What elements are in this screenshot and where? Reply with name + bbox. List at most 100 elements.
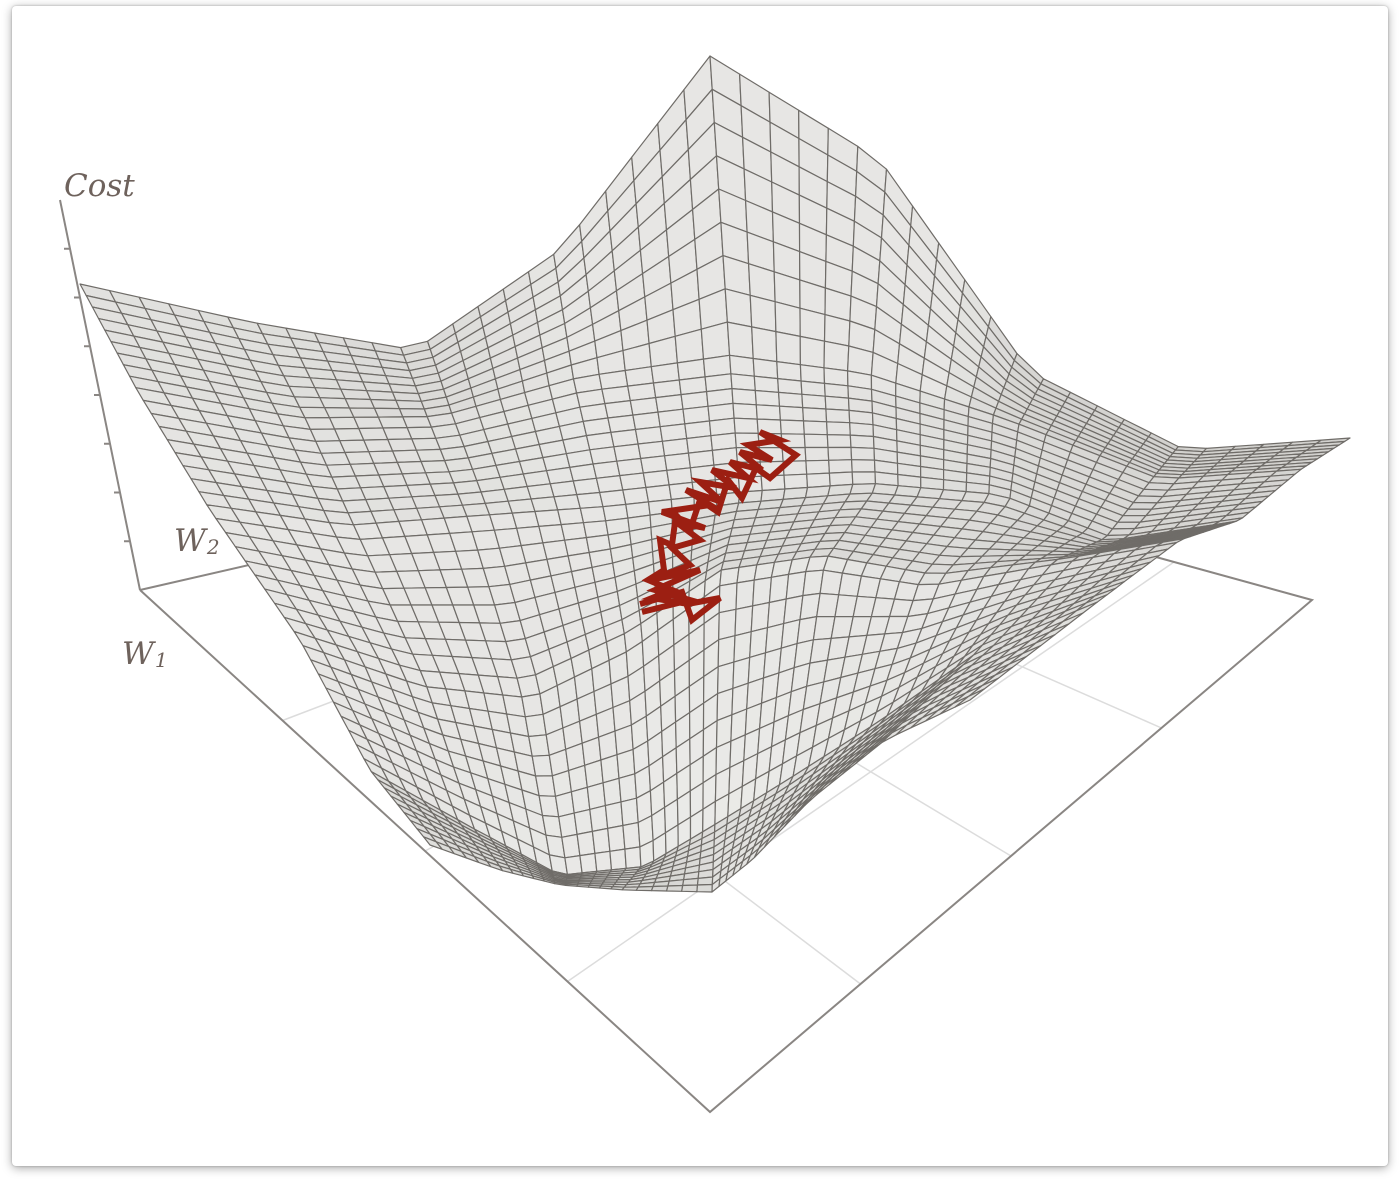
surface-cell [850, 459, 876, 473]
surface-cell [565, 883, 579, 887]
surface-cell [806, 472, 831, 489]
cost-axis-label: Cost [64, 168, 135, 204]
surface-cell [586, 782, 607, 811]
surface-cell [724, 288, 753, 328]
surface-cell [696, 883, 713, 893]
surface-cell [755, 404, 782, 421]
cost-axis-ticks [64, 247, 130, 543]
surface-cell [622, 821, 641, 850]
surface-cell [609, 848, 627, 871]
surface-cell [733, 417, 759, 434]
surface-cell [754, 389, 781, 407]
surface-cell [734, 605, 754, 637]
surface-cell [732, 402, 758, 420]
surface-cell [828, 471, 854, 487]
surface-cell [516, 525, 544, 547]
surface-cell [803, 433, 829, 449]
surface-cell [751, 326, 778, 363]
surface-cell [799, 335, 826, 369]
surface-cell [620, 797, 639, 827]
surface-cell [828, 459, 853, 474]
surface-cell [799, 307, 826, 342]
surface-cell [373, 407, 404, 418]
surface-cell [718, 608, 737, 641]
surface-cell [395, 399, 425, 410]
surface-cell [553, 494, 581, 511]
surface-cell [730, 373, 756, 392]
surface-cell [398, 408, 428, 418]
surface-cell [589, 804, 609, 833]
surface-cell [776, 361, 802, 382]
w1-axis-label: W1 [122, 636, 168, 672]
surface-cell [728, 354, 755, 377]
surface-cell [579, 852, 598, 874]
surface-cell [484, 500, 513, 516]
surface-cell [753, 375, 780, 393]
surface-cell [572, 477, 601, 496]
surface-cell [635, 885, 654, 892]
surface-cell [587, 884, 602, 889]
surface-cell [618, 773, 638, 803]
surface-cell [749, 294, 777, 333]
surface-cell [726, 321, 754, 360]
surface-cell [777, 391, 804, 409]
surface-cell [731, 388, 757, 406]
floor-grid-line [567, 561, 1175, 983]
surface-cell [607, 824, 626, 852]
surface-cell [718, 582, 738, 614]
surface-cell [591, 827, 611, 855]
surface-cell [801, 393, 827, 410]
surface-cell [825, 408, 851, 424]
surface-cell [530, 496, 559, 513]
surface-cell [682, 877, 699, 887]
surface-cell [557, 507, 585, 526]
surface-cell [826, 434, 852, 449]
surface-cell [799, 364, 826, 384]
surface-cell [702, 354, 732, 378]
surface-cell [576, 884, 590, 888]
surface-cell [774, 301, 801, 337]
surface-cell [827, 446, 853, 461]
surface-cell [849, 483, 877, 495]
cost-surface [79, 55, 1351, 893]
surface-cell [850, 446, 876, 461]
surface-cell [534, 509, 562, 528]
w2-axis-label: W2 [174, 523, 220, 559]
surface-cell [621, 886, 639, 891]
surface-cell [402, 416, 432, 429]
surface-cell [825, 421, 851, 436]
surface-cell [849, 422, 875, 438]
surface-cell [735, 579, 755, 610]
surface-cell [570, 786, 591, 814]
surface-cell [604, 801, 624, 830]
surface-cell [370, 398, 400, 410]
surface-cell [511, 510, 540, 529]
surface-cell [700, 321, 731, 360]
surface-cell [507, 498, 536, 514]
surface-cell [779, 419, 805, 435]
surface-cell [778, 405, 805, 422]
surface-cell [681, 884, 699, 893]
surface-cell [564, 854, 583, 876]
surface-cell [602, 777, 622, 807]
surface-cell [752, 357, 779, 380]
surface-cell [594, 850, 613, 873]
surface-cell [804, 446, 830, 462]
surface-cell [851, 471, 877, 485]
surface-cell [802, 420, 828, 436]
surface-cell [823, 340, 850, 372]
surface-cell [348, 407, 379, 418]
surface-cell [805, 459, 831, 475]
surface-cell [624, 846, 642, 870]
surface-cell [344, 398, 376, 409]
surface-cell [696, 876, 714, 886]
surface-cell [650, 885, 669, 892]
surface-cell [800, 380, 826, 397]
surface-cell [824, 395, 850, 411]
surface-cell [752, 576, 773, 607]
surface-cell [823, 367, 849, 387]
surface-cell [665, 884, 684, 892]
surface-cell [954, 688, 985, 708]
surface-cell [579, 506, 607, 524]
